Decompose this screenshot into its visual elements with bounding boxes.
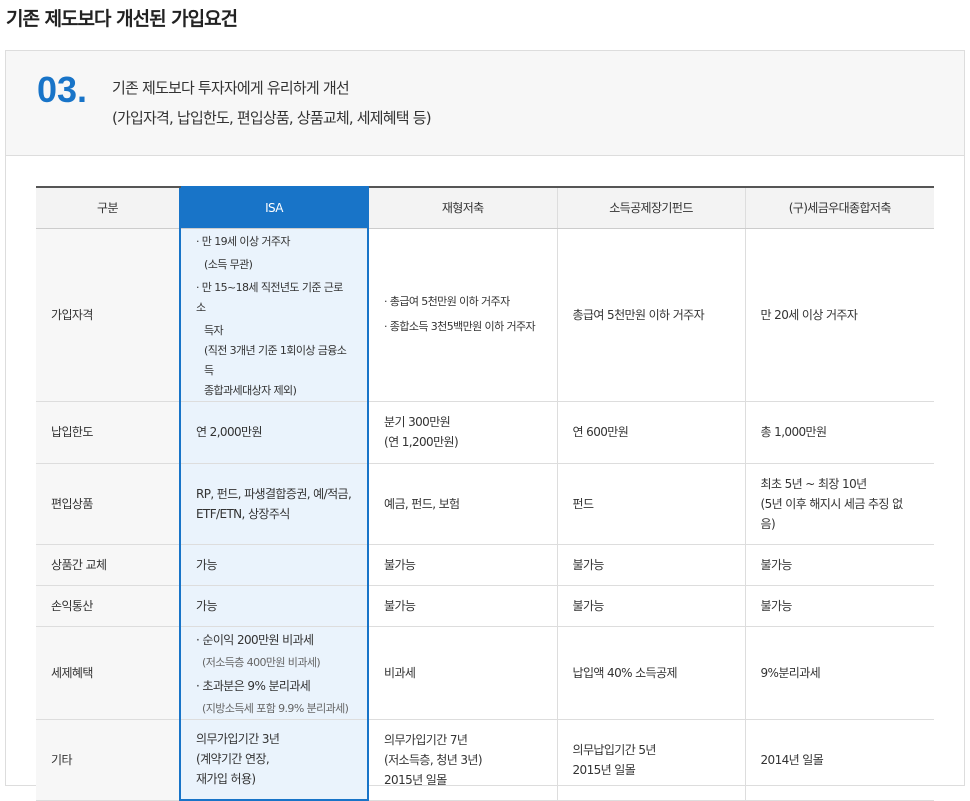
section-line2: (가입자격, 납입한도, 편입상품, 상품교체, 세제혜택 등) <box>112 109 432 127</box>
cell-line: (5년 이후 해지시 세금 추징 없 <box>760 496 904 511</box>
cell-line: 득자 <box>204 323 224 337</box>
row-label: 세제혜택 <box>36 626 180 720</box>
header-fund: 소득공제장기펀드 <box>556 186 745 229</box>
cell-c2: 예금, 펀드, 보험 <box>367 463 557 545</box>
cell-line: (연 1,200만원) <box>384 435 459 449</box>
header-category: 구분 <box>36 186 180 229</box>
cell-c4: 9%분리과세 <box>744 626 934 720</box>
cell-line: 재가입 허용) <box>196 772 256 787</box>
row-label: 납입한도 <box>36 401 180 464</box>
cell-c2: 의무가입기간 7년 (저소득층, 청년 3년) 2015년 일몰 <box>367 719 557 801</box>
cell-line: · 종합소득 3천5백만원 이하 거주자 <box>384 320 536 333</box>
cell-line: (저소득층, 청년 3년) <box>384 752 483 767</box>
row-label: 가입자격 <box>36 228 180 402</box>
cell-line: · 만 19세 이상 거주자 <box>196 234 291 248</box>
page-title: 기존 제도보다 개선된 가입요건 <box>6 8 238 30</box>
cell-line: 2015년 일몰 <box>384 772 447 787</box>
cell-c2: 불가능 <box>367 585 557 627</box>
row-label: 편입상품 <box>36 463 180 545</box>
cell-line: (소득 무관) <box>204 257 253 271</box>
cell-c4: 불가능 <box>744 544 934 586</box>
section-header: 03. 기존 제도보다 투자자에게 유리하게 개선 (가입자격, 납입한도, 편… <box>6 51 964 156</box>
cell-line: (지방소득세 포함 9.9% 분리과세) <box>202 701 349 715</box>
cell-isa: · 만 19세 이상 거주자 (소득 무관) · 만 15~18세 직전년도 기준 … <box>179 228 369 402</box>
cell-c4: 만 20세 이상 거주자 <box>744 228 934 402</box>
section-box: 03. 기존 제도보다 투자자에게 유리하게 개선 (가입자격, 납입한도, 편… <box>5 50 965 786</box>
cell-c4: 총 1,000만원 <box>744 401 934 464</box>
cell-line: (직전 3개년 기준 1회이상 금융소득 <box>204 343 347 377</box>
cell-line: (계약기간 연장, <box>196 752 270 767</box>
cell-line: (저소득층 400만원 비과세) <box>202 655 321 669</box>
row-label: 상품간 교체 <box>36 544 180 586</box>
cell-line: 분기 300만원 <box>384 415 451 429</box>
cell-isa: 의무가입기간 3년 (계약기간 연장, 재가입 허용) <box>179 719 369 801</box>
cell-c3: 연 600만원 <box>556 401 745 464</box>
cell-c3: 납입액 40% 소득공제 <box>556 626 745 720</box>
cell-line: ETF/ETN, 상장주식 <box>196 506 290 521</box>
cell-isa: · 순이익 200만원 비과세 (저소득층 400만원 비과세) · 초과분은 9%… <box>179 626 369 720</box>
cell-c3: 펀드 <box>556 463 745 545</box>
cell-isa: RP, 펀드, 파생결합증권, 예/적금, ETF/ETN, 상장주식 <box>179 463 369 545</box>
cell-c2: 불가능 <box>367 544 557 586</box>
section-line1: 기존 제도보다 투자자에게 유리하게 개선 <box>112 79 350 97</box>
table-row: 가입자격 · 만 19세 이상 거주자 (소득 무관) · 만 15~18세 직전년도… <box>36 228 934 402</box>
cell-line: 종합과세대상자 제외) <box>204 383 297 397</box>
section-number: 03. <box>37 69 88 110</box>
cell-c4: 2014년 일몰 <box>744 719 934 801</box>
header-tax-savings: (구)세금우대종합저축 <box>744 186 934 229</box>
cell-line: · 초과분은 9% 분리과세 <box>196 678 311 693</box>
table-row: 납입한도 연 2,000만원 분기 300만원 (연 1,200만원) 연 600만원 총… <box>36 401 934 464</box>
table-row: 기타 의무가입기간 3년 (계약기간 연장, 재가입 허용) 의무가입기간 7년 (저소득… <box>36 719 934 801</box>
table-row: 상품간 교체 가능 불가능 불가능 불가능 <box>36 544 934 586</box>
cell-line: · 총급여 5천만원 이하 거주자 <box>384 295 510 308</box>
cell-line: 최초 5년 ~ 최장 10년 <box>760 476 868 491</box>
table-row: 손익통산 가능 불가능 불가능 불가능 <box>36 585 934 627</box>
cell-c2: · 총급여 5천만원 이하 거주자 · 종합소득 3천5백만원 이하 거주자 <box>367 228 557 402</box>
cell-c2: 분기 300만원 (연 1,200만원) <box>367 401 557 464</box>
cell-isa: 가능 <box>179 585 369 627</box>
cell-line: 음) <box>760 516 776 531</box>
cell-line: · 순이익 200만원 비과세 <box>196 632 314 647</box>
cell-line: 의무가입기간 3년 <box>196 732 280 747</box>
cell-line: RP, 펀드, 파생결합증권, 예/적금, <box>196 486 352 501</box>
header-isa: ISA <box>179 186 369 229</box>
cell-line: 2015년 일몰 <box>572 762 636 777</box>
cell-c3: 불가능 <box>556 544 745 586</box>
row-label: 기타 <box>36 719 180 801</box>
cell-line: 의무납입기간 5년 <box>572 742 657 757</box>
cell-line: 의무가입기간 7년 <box>384 732 468 747</box>
cell-c4: 불가능 <box>744 585 934 627</box>
cell-c3: 불가능 <box>556 585 745 627</box>
cell-isa: 가능 <box>179 544 369 586</box>
cell-line: · 만 15~18세 직전년도 기준 근로소 <box>196 280 343 314</box>
cell-isa: 연 2,000만원 <box>179 401 369 464</box>
table-row: 편입상품 RP, 펀드, 파생결합증권, 예/적금, ETF/ETN, 상장주식 예금… <box>36 463 934 545</box>
cell-c3: 총급여 5천만원 이하 거주자 <box>556 228 745 402</box>
header-savings: 재형저축 <box>367 186 557 229</box>
cell-c3: 의무납입기간 5년 2015년 일몰 <box>556 719 745 801</box>
table-row: 세제혜택 · 순이익 200만원 비과세 (저소득층 400만원 비과세) · 초과분… <box>36 626 934 720</box>
cell-c2: 비과세 <box>367 626 557 720</box>
row-label: 손익통산 <box>36 585 180 627</box>
comparison-table: 구분 ISA 재형저축 소득공제장기펀드 (구)세금우대종합저축 가입자격 · 만… <box>36 186 934 801</box>
